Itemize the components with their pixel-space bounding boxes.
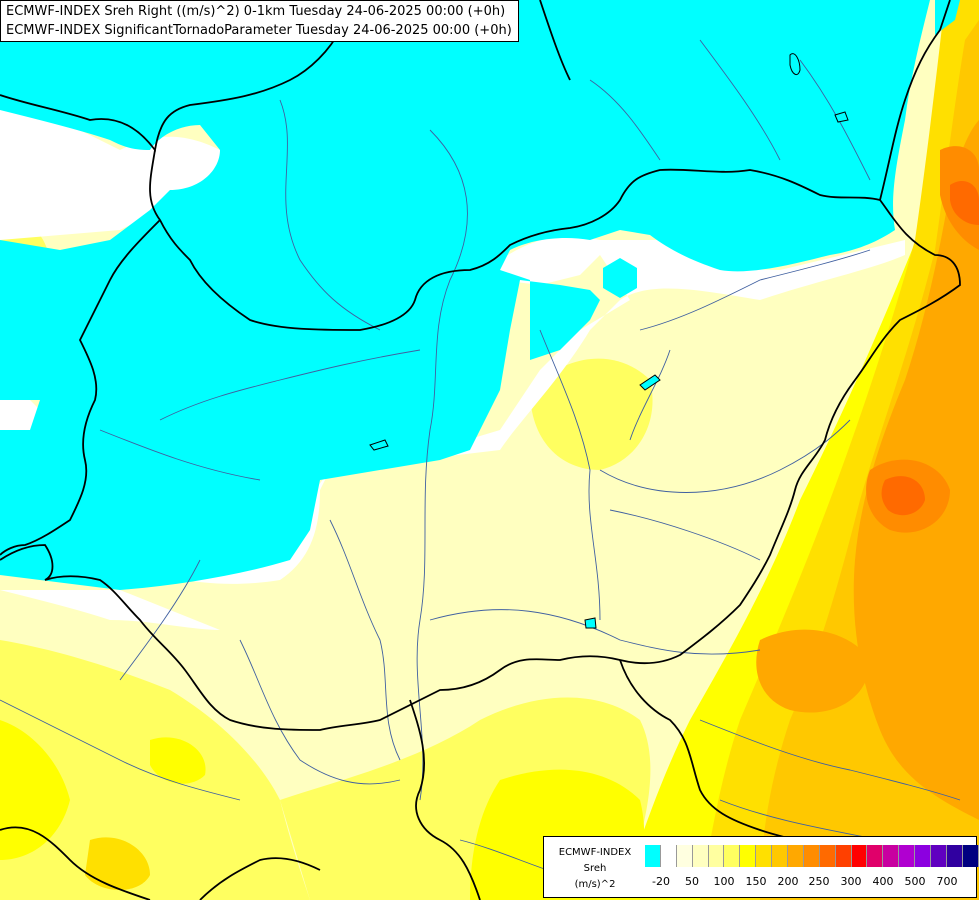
legend-tick-label: 100 [713, 875, 735, 888]
cyan-small-patch [603, 258, 637, 298]
legend-swatch [803, 845, 820, 867]
sw-yellow-patch-3 [150, 737, 206, 784]
legend-swatch [915, 845, 932, 867]
east-red-orange-core [881, 476, 925, 516]
sw-yellow-patch-2 [85, 837, 150, 890]
legend-tick-label: 250 [808, 875, 830, 888]
central-yellow-patch [530, 358, 653, 470]
white-band [0, 100, 905, 630]
legend-tick-label: 300 [840, 875, 862, 888]
legend-unit: (m/s)^2 [574, 879, 616, 890]
lakes [369, 53, 849, 629]
legend-tick-label: -20 [652, 875, 670, 888]
legend-swatch [660, 845, 677, 867]
legend-swatch [772, 845, 789, 867]
map-title-primary: ECMWF-INDEX Sreh Right ((m/s)^2) 0-1km T… [6, 4, 506, 19]
color-legend: ECMWF-INDEX Sreh (m/s)^2 -20 50 100 150 200 2… [543, 836, 979, 898]
cyan-region-north [0, 0, 930, 590]
legend-swatch [692, 845, 709, 867]
legend-tick-label: 400 [872, 875, 894, 888]
legend-swatch [788, 845, 804, 867]
legend-swatch [740, 845, 757, 867]
legend-swatch [851, 845, 868, 867]
legend-swatch [835, 845, 852, 867]
legend-model: ECMWF-INDEX [558, 847, 632, 858]
legend-swatch [676, 845, 693, 867]
legend-swatch [645, 845, 661, 867]
legend-swatch [962, 845, 979, 867]
legend-tick-label: 700 [936, 875, 958, 888]
legend-swatch [931, 845, 947, 867]
legend-swatch [708, 845, 725, 867]
legend-swatch [819, 845, 836, 867]
legend-swatch [946, 845, 963, 867]
legend-swatch [899, 845, 916, 867]
legend-color-bar [645, 845, 979, 867]
ne-red-orange-core [950, 180, 979, 225]
legend-tick-label: 50 [685, 875, 699, 888]
legend-swatch [756, 845, 773, 867]
sw-yellow-patch-1 [0, 720, 70, 860]
legend-parameter: Sreh [583, 863, 607, 874]
map-title-box: ECMWF-INDEX Sreh Right ((m/s)^2) 0-1km T… [0, 0, 519, 42]
map-title-secondary: ECMWF-INDEX SignificantTornadoParameter … [6, 23, 512, 38]
legend-tick-label: 200 [777, 875, 799, 888]
legend-swatch [867, 845, 884, 867]
legend-swatch [724, 845, 741, 867]
legend-tick-label: 150 [745, 875, 767, 888]
legend-tick-labels: -20 50 100 150 200 250 300 400 500 700 [645, 875, 971, 889]
legend-swatch [883, 845, 900, 867]
east-orange-patch-mid [756, 629, 870, 713]
legend-tick-label: 500 [904, 875, 926, 888]
